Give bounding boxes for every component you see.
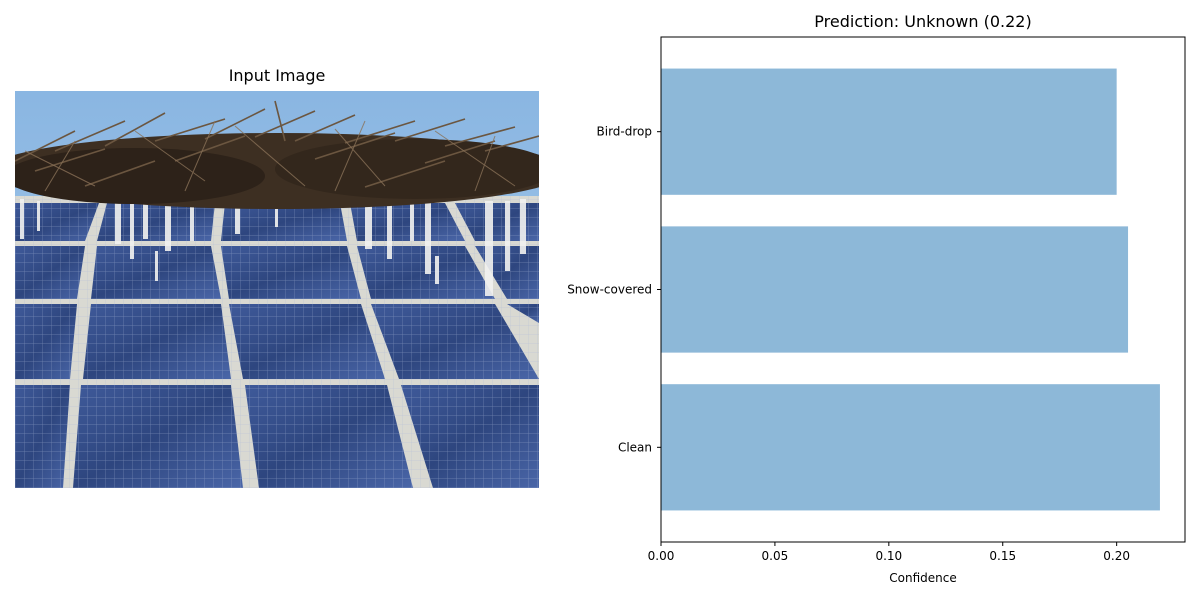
bar-snow-covered	[661, 226, 1129, 353]
x-tick-label: 0.15	[989, 549, 1016, 563]
input-image	[15, 91, 539, 488]
bar-bird-drop	[661, 68, 1117, 195]
input-image-title: Input Image	[228, 66, 326, 85]
x-tick-label: 0.05	[762, 549, 789, 563]
plot-frame	[660, 36, 1186, 543]
bars-layer	[661, 68, 1160, 511]
x-tick-label: 0.00	[648, 549, 675, 563]
x-ticks: 0.00 0.05 0.10 0.15 0.20	[648, 542, 1130, 563]
bird-nest	[15, 100, 539, 209]
y-tick-label: Bird-drop	[597, 125, 652, 139]
bird-droppings	[20, 199, 526, 296]
y-ticks: Clean Snow-covered Bird-drop	[567, 125, 661, 454]
solar-panel-photo	[15, 91, 539, 488]
y-tick-label: Clean	[618, 440, 652, 454]
chart-title: Prediction: Unknown (0.22)	[814, 12, 1032, 31]
x-tick-label: 0.10	[875, 549, 902, 563]
panel-modules	[15, 196, 539, 488]
y-tick-label: Snow-covered	[567, 283, 652, 297]
x-tick-label: 0.20	[1103, 549, 1130, 563]
bar-clean	[661, 384, 1160, 511]
x-axis-label: Confidence	[889, 571, 956, 585]
